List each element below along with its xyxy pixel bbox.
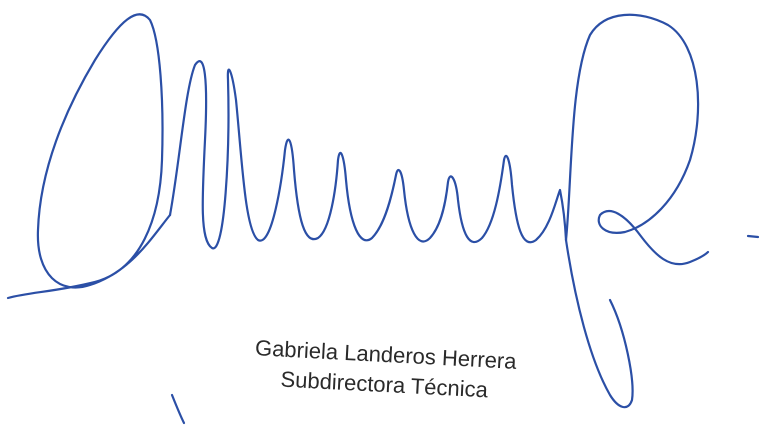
signature-stroke [6, 13, 172, 300]
signature-stroke [168, 60, 568, 250]
signatory-position: Subdirectora Técnica [280, 367, 489, 403]
signature-stroke [564, 13, 710, 266]
handwritten-signature [6, 13, 760, 425]
signature-stroke [170, 393, 186, 425]
signature-stroke [564, 238, 634, 409]
signature-stroke [746, 234, 760, 239]
name-block: Gabriela Landeros Herrera Subdirectora T… [254, 335, 517, 403]
